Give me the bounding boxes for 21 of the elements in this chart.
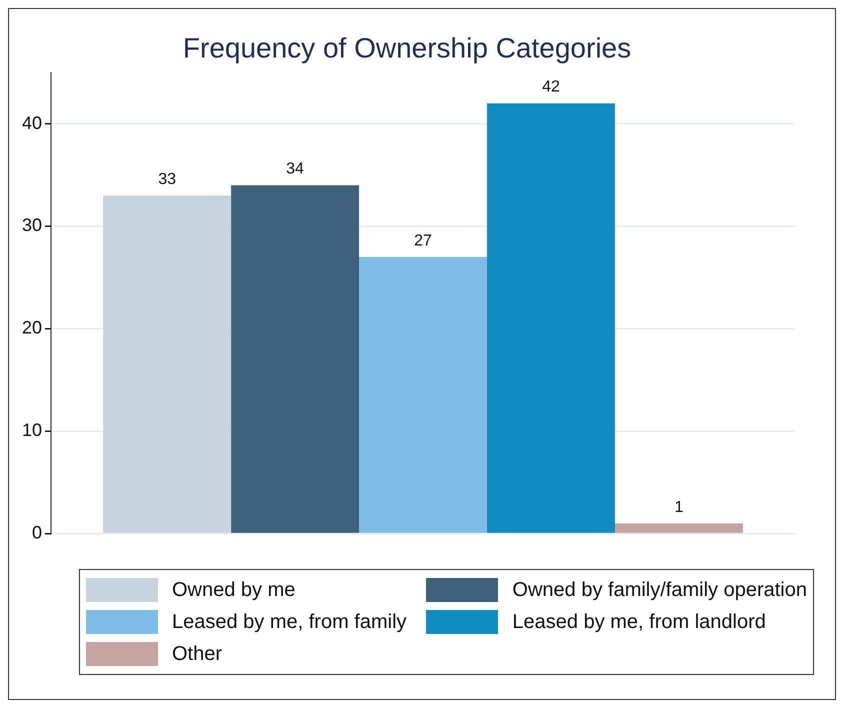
data-label: 33 [158,170,176,188]
data-label: 34 [286,160,304,178]
bar [231,185,360,533]
chart-title: Frequency of Ownership Categories [182,32,632,64]
legend-label: Owned by me [172,578,296,602]
bar [486,103,615,533]
bar [614,523,743,533]
data-label: 27 [414,232,432,250]
legend-label: Other [172,642,222,666]
y-tick-label: 30 [22,215,42,236]
y-tick-label: 10 [22,420,42,440]
bar [359,257,487,533]
data-label: 1 [674,498,684,516]
legend-label: Owned by family/family operation [512,578,807,602]
y-tick-label: 40 [22,112,42,133]
y-tick-label: 0 [32,522,42,543]
legend-label: Leased by me, from family [172,610,407,634]
data-label: 42 [542,78,560,96]
y-tick-label: 20 [22,318,42,338]
legend-label: Leased by me, from landlord [512,610,766,634]
bar [103,196,232,533]
